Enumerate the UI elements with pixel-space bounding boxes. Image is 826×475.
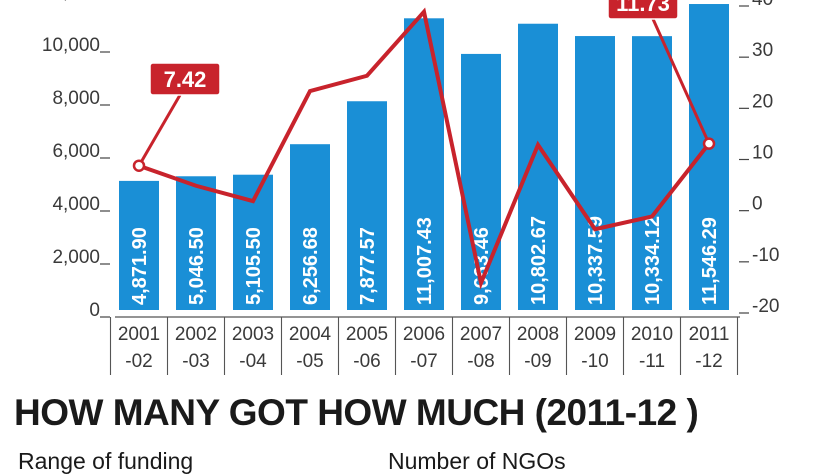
callout-label: 11.73 [616,0,670,16]
category-label-year: 2009 [574,324,616,345]
right-axis-tick-label: 30 [752,40,773,61]
category-label-suffix: -04 [239,351,267,372]
growth-line [138,7,711,290]
ngo-count-header: Number of NGOs [388,448,566,474]
right-axis-tick-label: 40 [752,0,773,10]
callout-marker [702,137,716,150]
right-axis-tick-label: 0 [752,194,763,215]
right-axis-tick-label: -20 [752,296,779,317]
funding-range-header: Range of funding [18,448,194,474]
category-label-suffix: -08 [467,351,494,372]
category-label-suffix: -02 [125,351,152,372]
callout-box [607,0,679,20]
left-axis-tick-label: 0 [89,300,100,321]
category-label-year: 2003 [232,324,274,345]
bar [632,36,672,311]
bar-value-label: 6,256.68 [300,227,322,305]
category-label-year: 2008 [517,324,559,345]
callout-box [149,62,221,96]
category-label-year: 2007 [460,324,502,345]
left-axis-tick-label: 8,000 [52,88,100,109]
category-label-year: 2006 [403,324,445,345]
bar [176,176,216,310]
category-label-suffix: -10 [581,351,608,372]
category-label-year: 2011 [689,324,730,345]
bar-value-label: 4,871.90 [129,227,151,305]
callout-leader [137,94,182,167]
category-label-suffix: -07 [410,351,437,372]
left-axis-tick-label: 6,000 [52,141,100,162]
category-label-suffix: -03 [182,351,209,372]
bar [461,53,501,311]
bar-value-label: 10,334.12 [642,216,664,305]
chart: 0 2,000 4,000 6,000 8,000 10,000 12,000 -20 -10 0… [42,0,779,375]
category-label-year: 2005 [346,324,388,345]
bar-value-label: 5,105.50 [243,227,265,305]
bar-value-label: 7,877.57 [357,227,379,305]
section-title: HOW MANY GOT HOW MUCH (2011-12 ) [14,392,699,433]
left-axis-tick-label: 4,000 [52,194,100,215]
bar-value-label: 11,546.29 [699,217,721,305]
category-label-suffix: -06 [353,351,380,372]
bar-value-label: 11,007.43 [414,217,436,305]
bar-value-label: 5,046.50 [186,227,208,305]
category-label-year: 2002 [175,324,217,345]
bar-value-label: 9,663.46 [471,227,493,305]
callout-marker [132,159,146,172]
right-axis-tick-label: 10 [752,143,773,164]
bar [689,4,729,310]
left-axis-tick-label: 2,000 [52,247,100,268]
category-label-suffix: -09 [524,351,551,372]
left-axis-tick-label: 12,000 [42,0,100,3]
callout-label: 7.42 [164,67,207,92]
left-axis-tick-label: 10,000 [42,35,100,56]
category-label-suffix: -05 [296,351,323,372]
bar [347,101,387,311]
bar-value-label: 10,337.59 [585,216,607,305]
right-axis-tick-label: -10 [752,245,779,266]
category-label-suffix: -12 [695,351,722,372]
category-label-year: 2010 [631,324,673,345]
bar [290,144,330,310]
category-label-year: 2004 [289,324,332,345]
category-label-year: 2001 [118,324,160,345]
callout-leader [651,18,711,145]
bar [119,180,159,310]
bar [575,36,615,310]
bar-value-label: 10,802.67 [528,216,550,305]
right-axis-tick-label: 20 [752,91,773,112]
category-label-suffix: -11 [639,351,665,372]
